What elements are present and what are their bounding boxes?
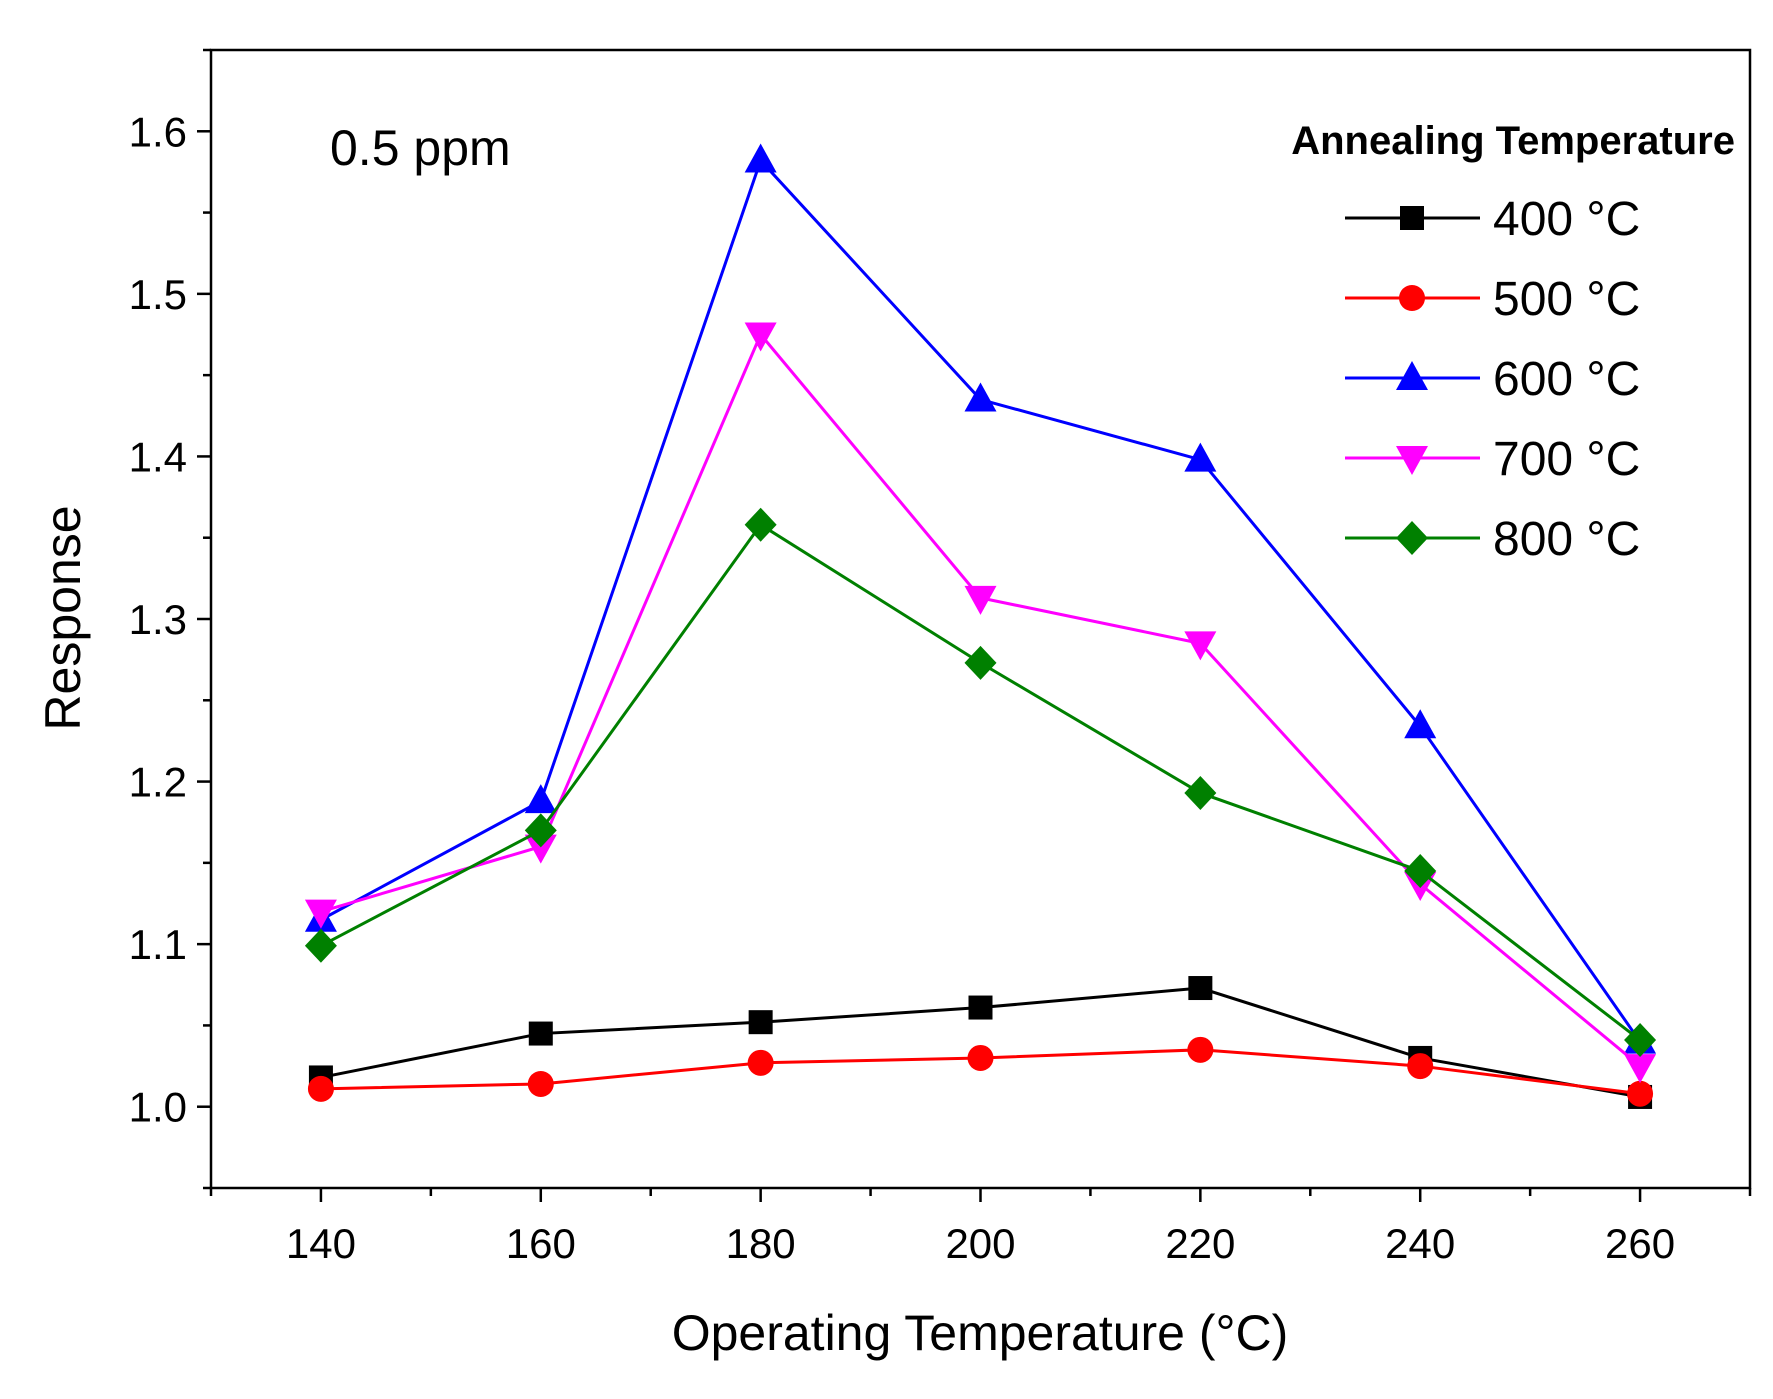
data-point	[748, 1010, 773, 1035]
y-tick-label: 1.0	[129, 1084, 187, 1131]
data-point	[744, 143, 777, 173]
x-tick-label: 180	[726, 1220, 796, 1267]
legend-marker	[1396, 521, 1428, 555]
annotation-concentration: 0.5 ppm	[330, 120, 511, 176]
y-tick-label: 1.5	[129, 271, 187, 318]
data-point	[304, 899, 337, 929]
legend-item-4: 800 °C	[1345, 513, 1640, 566]
data-point	[1187, 1036, 1214, 1063]
data-point	[524, 784, 557, 814]
series-1	[307, 1036, 1654, 1107]
legend-label: 500 °C	[1493, 273, 1640, 326]
data-point	[747, 1049, 774, 1076]
data-point	[1624, 1054, 1657, 1084]
x-tick-label: 260	[1605, 1220, 1675, 1267]
data-point	[964, 645, 997, 680]
data-point	[967, 1044, 994, 1071]
data-point	[1184, 442, 1217, 472]
y-tick-label: 1.3	[129, 596, 187, 643]
data-point	[968, 995, 993, 1020]
legend-item-3: 700 °C	[1345, 433, 1640, 486]
x-tick-label: 160	[506, 1220, 576, 1267]
data-point	[527, 1070, 554, 1097]
data-point	[1188, 976, 1213, 1001]
y-tick-label: 1.2	[129, 759, 187, 806]
data-point	[524, 813, 557, 848]
legend: Annealing Temperature 400 °C 500 °C 600 °C…	[1291, 119, 1735, 566]
x-tick-label: 200	[945, 1220, 1015, 1267]
legend-marker	[1396, 361, 1428, 390]
data-point	[1407, 1053, 1434, 1080]
data-point	[1404, 853, 1437, 888]
data-point	[964, 585, 997, 615]
legend-marker	[1399, 285, 1425, 311]
x-tick-label: 240	[1385, 1220, 1455, 1267]
legend-item-0: 400 °C	[1345, 193, 1640, 246]
data-point	[1184, 631, 1217, 661]
legend-label: 400 °C	[1493, 193, 1640, 246]
legend-title: Annealing Temperature	[1291, 119, 1735, 163]
data-point	[524, 834, 557, 864]
data-point	[744, 507, 777, 542]
y-tick-label: 1.6	[129, 108, 187, 155]
y-axis-title: Response	[35, 505, 91, 730]
data-point	[1404, 709, 1437, 739]
x-axis-title: Operating Temperature (°C)	[672, 1305, 1289, 1361]
x-tick-label: 220	[1165, 1220, 1235, 1267]
data-point	[744, 322, 777, 352]
legend-marker	[1400, 206, 1424, 230]
axis-ticks: 140 160 180 200 220 240 260 1.0 1.1 1.2 1.3 1.4 1.5 1…	[129, 48, 1752, 1267]
series-0	[308, 976, 1653, 1109]
data-point	[1624, 1023, 1657, 1058]
legend-item-1: 500 °C	[1345, 273, 1640, 326]
data-point	[528, 1021, 553, 1046]
x-tick-label: 140	[286, 1220, 356, 1267]
data-point	[307, 1075, 334, 1102]
series-line	[320, 331, 1642, 1068]
legend-item-2: 600 °C	[1345, 353, 1640, 406]
series-3	[304, 322, 1657, 1084]
data-point	[1627, 1080, 1654, 1107]
legend-label: 600 °C	[1493, 353, 1640, 406]
data-point	[304, 928, 337, 963]
series-4	[304, 507, 1657, 1058]
legend-label: 700 °C	[1493, 433, 1640, 486]
legend-marker	[1396, 446, 1428, 475]
legend-label: 800 °C	[1493, 513, 1640, 566]
y-tick-label: 1.1	[129, 921, 187, 968]
y-tick-label: 1.4	[129, 433, 187, 480]
data-point	[964, 382, 997, 412]
series-group	[304, 143, 1657, 1109]
data-point	[1184, 775, 1217, 810]
